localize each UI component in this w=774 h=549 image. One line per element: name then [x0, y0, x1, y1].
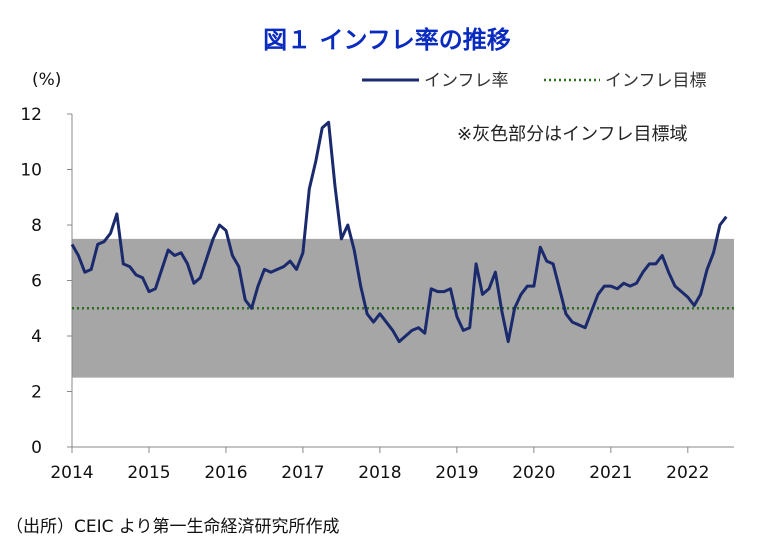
y-tick-label: 4 [31, 327, 42, 347]
x-tick-label: 2017 [281, 463, 324, 483]
y-tick-label: 12 [20, 105, 42, 125]
source-note: （出所）CEIC より第一生命経済研究所作成 [6, 517, 340, 537]
x-tick-label: 2019 [435, 463, 478, 483]
y-tick-label: 6 [31, 272, 42, 292]
x-tick-label: 2016 [204, 463, 247, 483]
tick-label-layer: 0 2 4 6 8 10 12 2014 2015 2016 2017 2018 2019 2020 202… [20, 105, 709, 483]
y-tick-label: 10 [20, 161, 42, 181]
y-tick-label: 2 [31, 383, 42, 403]
x-tick-label: 2018 [358, 463, 401, 483]
axes-layer [67, 113, 734, 453]
x-tick-label: 2022 [666, 463, 709, 483]
x-tick-label: 2020 [512, 463, 555, 483]
x-tick-label: 2021 [589, 463, 632, 483]
x-tick-label: 2015 [127, 463, 170, 483]
chart-title: 図１ インフレ率の推移 [263, 26, 511, 54]
band-note: ※灰色部分はインフレ目標域 [457, 124, 688, 145]
series-layer [70, 120, 728, 344]
y-axis-unit: (%) [32, 70, 61, 90]
y-tick-label: 0 [31, 438, 42, 458]
legend-target-label: インフレ目標 [605, 71, 707, 91]
inflation-rate-line [70, 120, 728, 344]
x-tick-label: 2014 [50, 463, 93, 483]
y-tick-label: 8 [31, 216, 42, 236]
legend-series-label: インフレ率 [424, 71, 509, 91]
